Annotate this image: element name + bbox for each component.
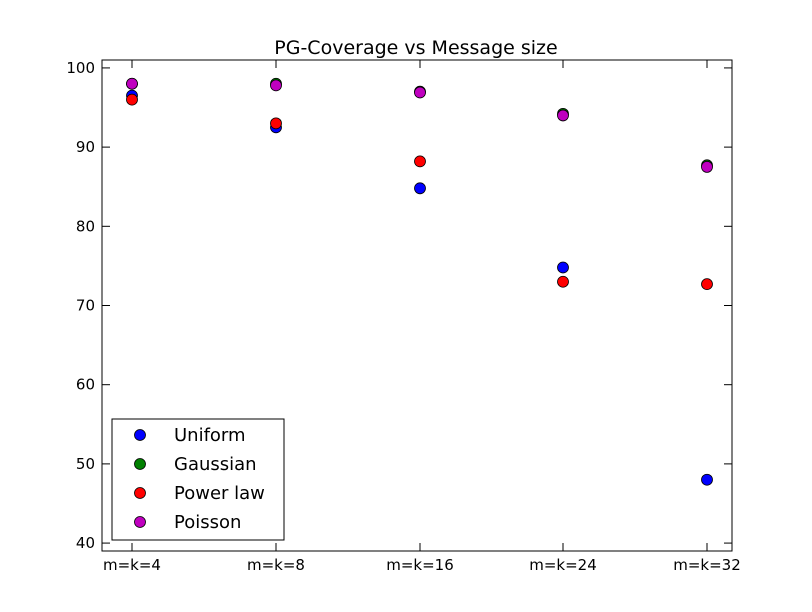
legend-marker <box>134 487 146 499</box>
point-poisson <box>701 161 713 173</box>
legend: Uniform Gaussian Power law Poisson <box>111 418 285 541</box>
y-tick-label: 50 <box>76 455 95 473</box>
y-tick-label: 100 <box>66 59 95 77</box>
x-tick-label: m=k=4 <box>103 556 161 574</box>
point-poisson <box>414 86 426 99</box>
point-poisson <box>270 79 282 92</box>
data-points <box>126 77 713 486</box>
x-tick-label: m=k=16 <box>386 556 454 574</box>
legend-label: Gaussian <box>174 454 257 475</box>
legend-marker <box>134 516 146 528</box>
legend-label: Power law <box>174 483 265 504</box>
legend-marker <box>134 429 146 441</box>
legend-label: Uniform <box>174 425 246 446</box>
point-power-law <box>126 93 138 106</box>
point-power-law <box>270 117 282 130</box>
point-poisson <box>126 77 138 90</box>
y-tick-label: 40 <box>76 534 95 552</box>
point-uniform <box>414 182 426 195</box>
x-tick-label: m=k=24 <box>529 556 597 574</box>
y-tick-label: 80 <box>76 217 95 235</box>
point-uniform <box>557 261 569 274</box>
axis-ticks: 40 50 60 70 80 90 100 m=k=4 m=k=8 m=k=16 m=k=24 m=k… <box>66 59 740 574</box>
legend-marker <box>134 458 146 470</box>
x-tick-label: m=k=32 <box>673 556 741 574</box>
y-tick-label: 60 <box>76 376 95 394</box>
legend-label: Poisson <box>174 512 241 533</box>
y-tick-label: 90 <box>76 138 95 156</box>
point-poisson <box>557 109 569 122</box>
x-tick-label: m=k=8 <box>247 556 305 574</box>
point-power-law <box>414 155 426 168</box>
point-uniform <box>701 473 713 486</box>
chart-title: PG-Coverage vs Message size <box>274 37 557 59</box>
point-power-law <box>557 275 569 288</box>
point-power-law <box>701 278 713 291</box>
y-tick-label: 70 <box>76 297 95 315</box>
